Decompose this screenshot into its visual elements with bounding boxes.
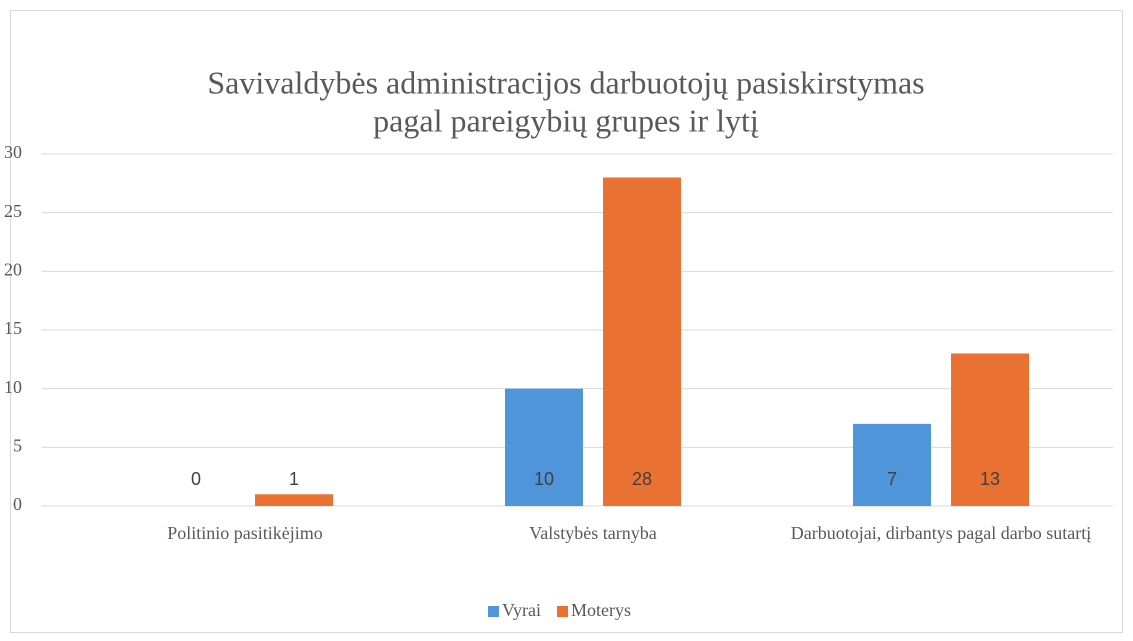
bar	[603, 177, 681, 506]
bar	[951, 353, 1029, 506]
x-tick-label: Valstybės tarnyba	[529, 523, 657, 543]
bar	[255, 494, 333, 506]
bar	[853, 423, 931, 506]
bar	[505, 388, 583, 506]
data-label: 10	[534, 469, 554, 489]
data-label: 13	[980, 469, 1000, 489]
x-tick-label: Darbuotojai, dirbantys pagal darbo sutar…	[790, 523, 1092, 543]
y-tick-label: 5	[13, 435, 22, 455]
chart-border	[10, 10, 1123, 633]
legend-label: Vyrai	[502, 600, 541, 620]
x-tick-label: Politinio pasitikėjimo	[167, 523, 323, 543]
data-label: 1	[289, 469, 299, 489]
y-tick-label: 25	[4, 201, 22, 221]
chart-title: pagal pareigybių grupes ir lytį	[373, 102, 759, 138]
y-tick-label: 0	[13, 494, 22, 514]
y-tick-label: 10	[4, 377, 22, 397]
data-label: 28	[632, 469, 652, 489]
legend-swatch	[557, 606, 568, 617]
data-label: 0	[191, 469, 201, 489]
y-tick-label: 30	[4, 142, 22, 162]
legend-swatch	[488, 606, 499, 617]
y-tick-label: 20	[4, 259, 22, 279]
legend-label: Moterys	[571, 600, 631, 620]
data-label: 7	[887, 469, 897, 489]
y-tick-label: 15	[4, 318, 22, 338]
chart-title: Savivaldybės administracijos darbuotojų …	[207, 64, 924, 100]
